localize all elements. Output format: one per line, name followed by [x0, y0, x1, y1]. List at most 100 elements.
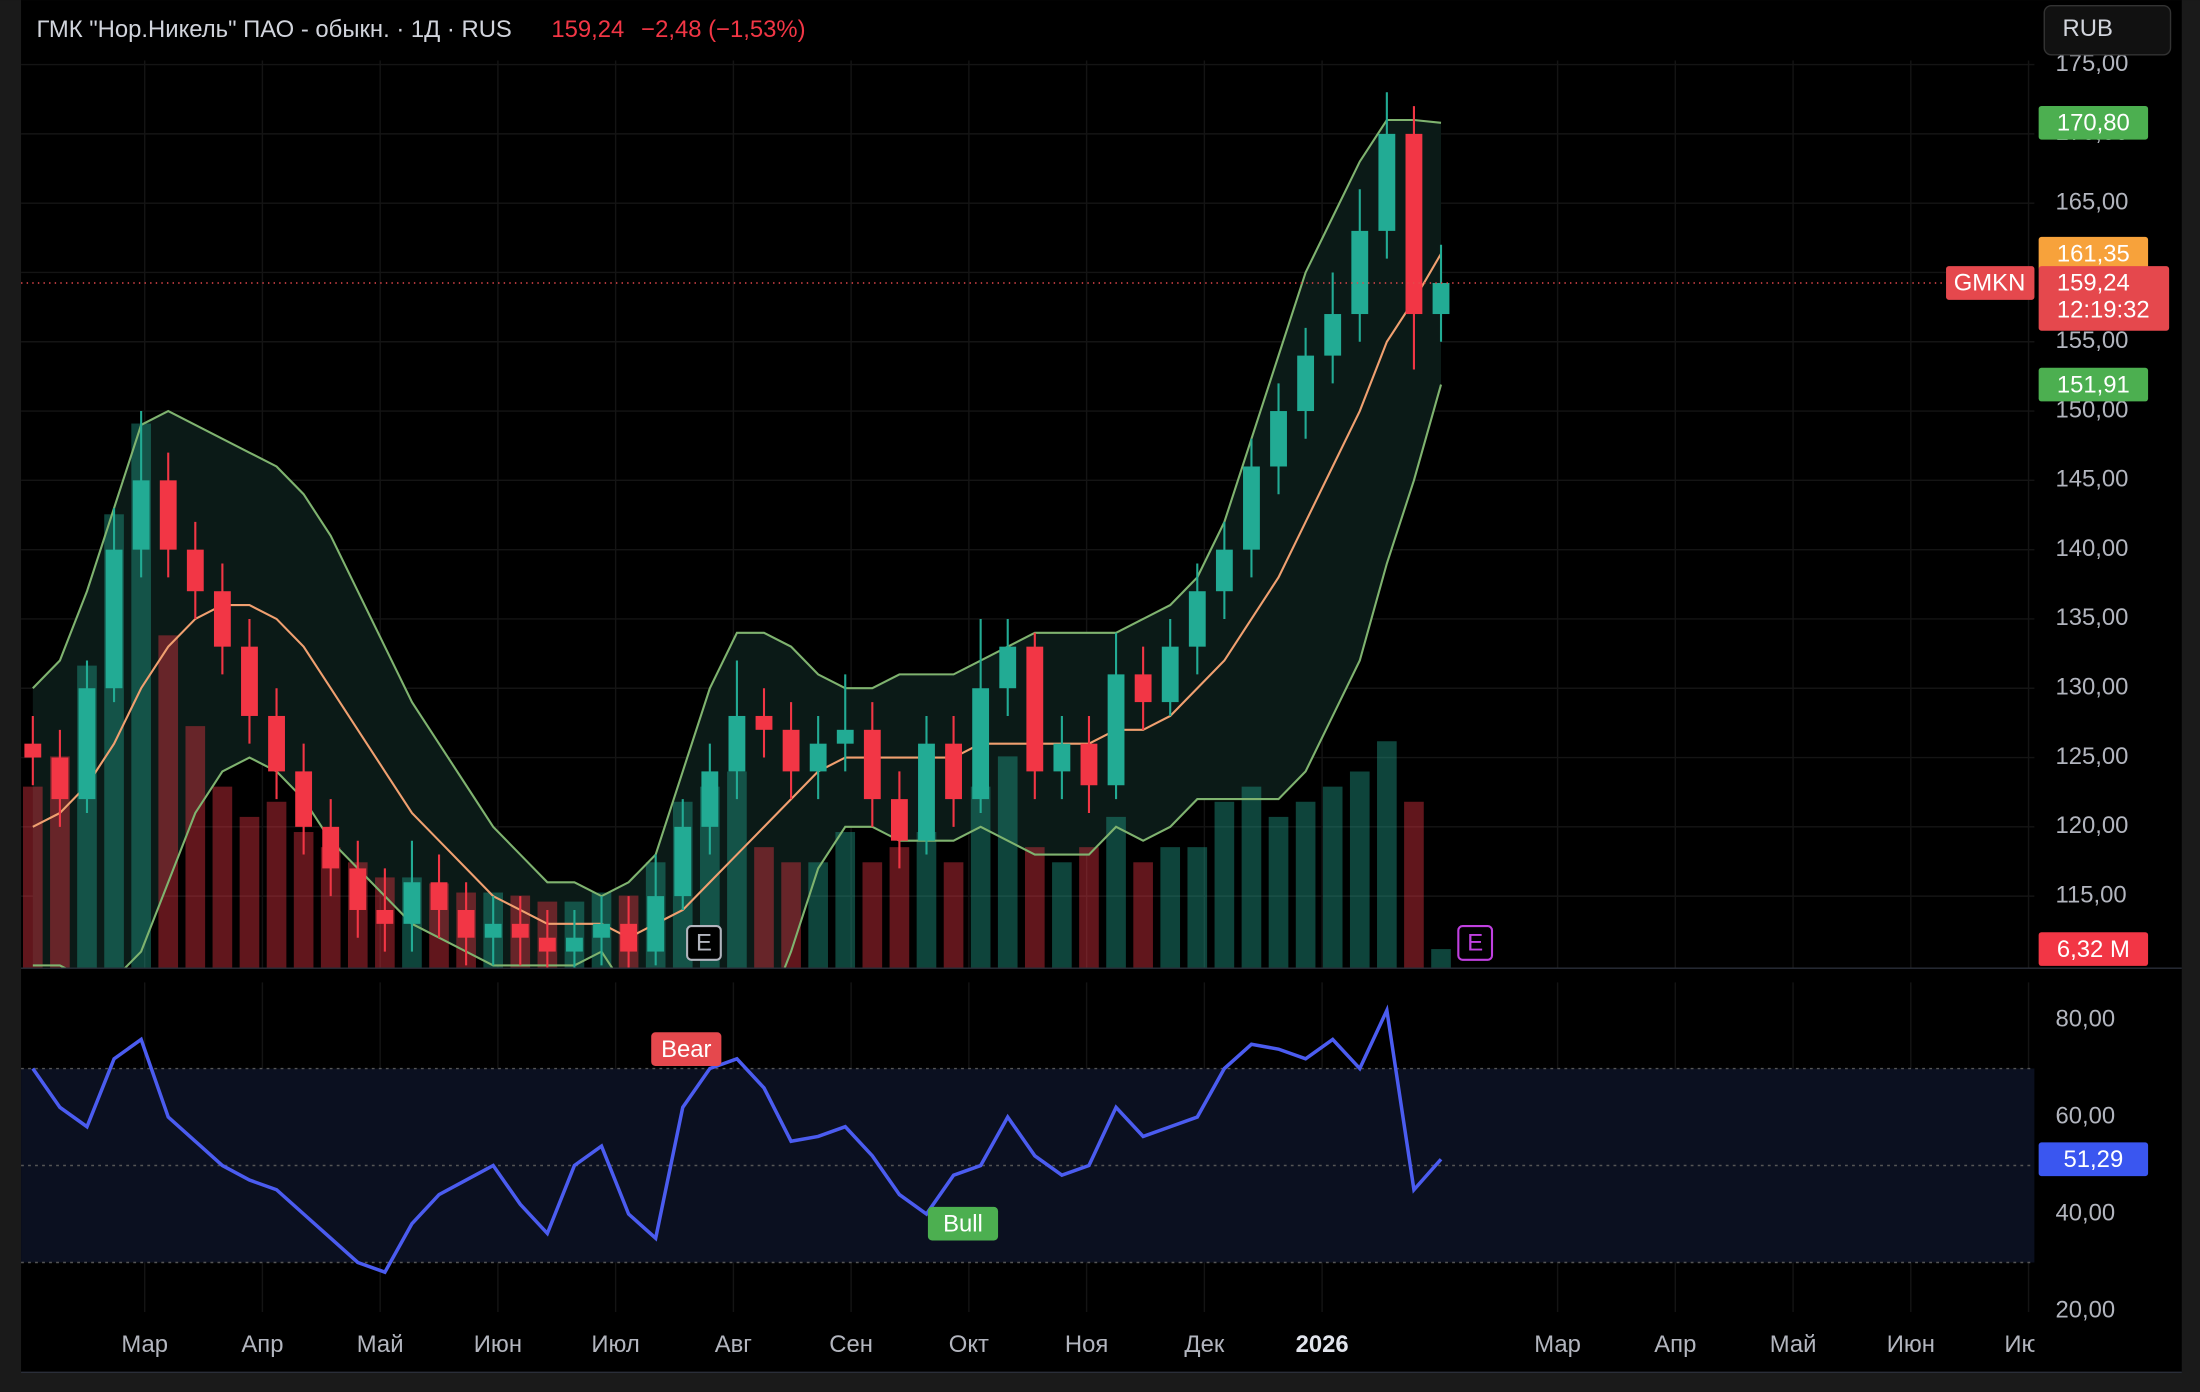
band-line [32, 384, 1443, 969]
candle-body [1134, 674, 1152, 703]
y-tick-label: 165,00 [2055, 188, 2128, 215]
volume-bar [185, 726, 206, 969]
candle-body [701, 771, 719, 827]
candle-body [268, 715, 285, 772]
symbol-label: GMKN [1954, 270, 2026, 297]
candle-body [322, 826, 340, 869]
volume-bar [1322, 786, 1343, 969]
currency-label[interactable]: RUB [2063, 15, 2113, 42]
x-tick-label: Июн [1887, 1331, 1935, 1358]
volume-tag-label: 6,32 M [2057, 936, 2130, 963]
band-tag-label: 170,80 [2057, 109, 2130, 136]
volume-bar [266, 801, 287, 969]
band-tag [2038, 105, 2149, 140]
candle-body [78, 688, 96, 800]
candle-body [1215, 549, 1233, 592]
y-tick-label: 140,00 [2055, 535, 2128, 562]
volume-bar [997, 756, 1018, 969]
volume-bar [916, 832, 937, 969]
event-label: E [1467, 930, 1483, 957]
header-price: 159,24 [551, 16, 624, 43]
volume-bar [862, 862, 883, 969]
y-tick-label: 40,00 [2055, 1199, 2115, 1226]
y-tick-label: 120,00 [2055, 812, 2128, 839]
symbol-tag [1946, 266, 2035, 300]
volume-bar [1295, 801, 1316, 969]
volume-bar [1187, 847, 1208, 969]
candle-body [620, 923, 638, 952]
candle-body [24, 743, 42, 758]
candle-body [999, 646, 1017, 689]
x-tick-label: Мар [121, 1331, 168, 1358]
volume-bar [22, 786, 43, 969]
volume-bar [1431, 949, 1451, 969]
candle-body [809, 743, 827, 772]
candle-body [349, 868, 367, 910]
volume-bar [320, 847, 341, 969]
candle-body [403, 882, 421, 924]
volume-bar [1106, 816, 1126, 969]
candle-body [890, 799, 908, 841]
candle-body [1080, 743, 1098, 786]
x-tick-label: Май [1770, 1331, 1817, 1358]
y-tick-label: 115,00 [2055, 881, 2126, 908]
candle-body [647, 896, 665, 952]
volume-bar [1377, 741, 1397, 969]
candle-body [1243, 466, 1260, 550]
volume-bar [1052, 862, 1072, 969]
volume-bar [1241, 786, 1262, 969]
y-tick-label: 135,00 [2055, 604, 2128, 631]
band-tag [2038, 236, 2149, 271]
x-tick-label: Июл [591, 1331, 639, 1358]
x-tick-label: 2026 [1296, 1331, 1349, 1358]
last-price-label: 159,24 [2057, 270, 2130, 297]
y-tick-label: 130,00 [2055, 674, 2128, 701]
y-tick-label: 155,00 [2055, 327, 2128, 354]
volume-bar [700, 786, 720, 969]
volume-bar [943, 862, 964, 969]
last-price-tag [2038, 266, 2170, 331]
candle-body [1432, 282, 1450, 315]
candle-body [972, 688, 990, 800]
candle-body [1107, 674, 1125, 786]
candle-body [945, 743, 962, 800]
time-axis: Мар Апр Май Июн Июл Авг Сен Окт Ноя Дек 2026 Мар Апр… [121, 1331, 2052, 1358]
candle-body [728, 715, 746, 772]
candle-body [457, 909, 475, 938]
rsi-line [31, 1004, 1443, 1275]
volume-bar [754, 847, 774, 969]
volume-bar [835, 832, 856, 969]
candle-body [1297, 355, 1315, 412]
x-tick-label: Июл [2004, 1331, 2052, 1358]
candle-body [593, 923, 610, 938]
volume-bar [1160, 847, 1181, 969]
chart-title: ГМК "Нор.Никель" ПАО - обыкн. · 1Д · RUS [36, 16, 511, 43]
x-tick-label: Дек [1184, 1331, 1224, 1358]
candle-body [566, 937, 583, 952]
y-tick-label: 145,00 [2055, 466, 2128, 493]
x-tick-label: Окт [949, 1331, 989, 1358]
volume-bar [1079, 847, 1099, 969]
volume-bar [1133, 862, 1153, 969]
volume-bar [970, 786, 991, 969]
x-tick-label: Май [357, 1331, 404, 1358]
event-label: E [696, 930, 712, 957]
x-tick-label: Авг [715, 1331, 752, 1358]
candle-body [782, 729, 800, 772]
signal-box [927, 1206, 999, 1241]
last-price-time: 12:19:32 [2057, 296, 2150, 323]
volume-bar [781, 862, 801, 969]
y-tick-label: 20,00 [2055, 1296, 2115, 1323]
band-tag-label: 161,35 [2057, 240, 2130, 267]
event-marker [1457, 925, 1494, 961]
rsi-pane [21, 982, 2035, 1312]
currency-button[interactable] [2043, 4, 2172, 56]
candle-body [1324, 314, 1342, 356]
candle-body [918, 743, 935, 841]
x-tick-label: Сен [829, 1331, 873, 1358]
event-marker [686, 925, 722, 961]
volume-bar [1349, 771, 1370, 969]
band-tag-label: 151,91 [2057, 371, 2130, 398]
candle-body [1026, 646, 1044, 772]
